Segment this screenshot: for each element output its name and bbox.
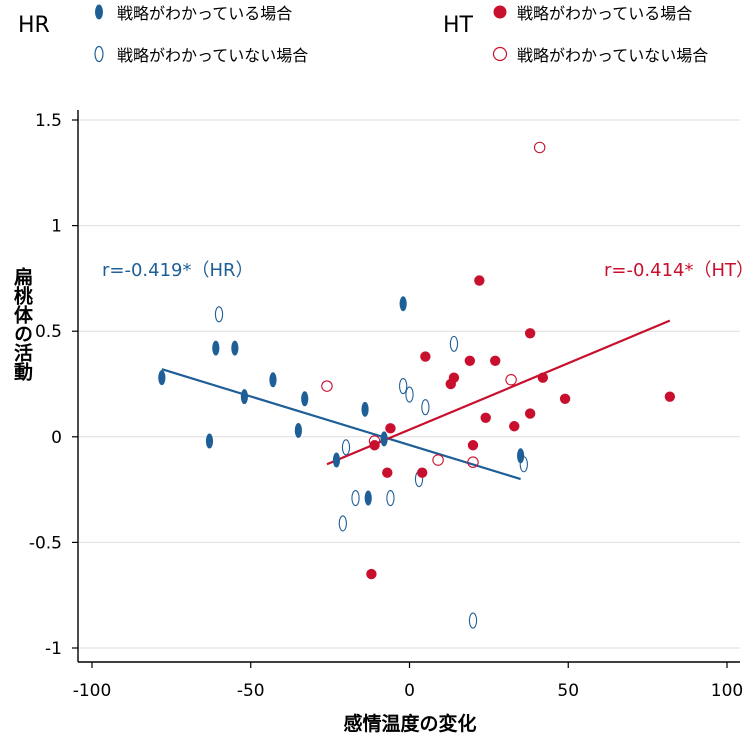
ht-correlation-label: r=-0.414*（HT）: [604, 260, 750, 281]
point-hr-filled-ellipse: [294, 422, 302, 438]
point-hr-filled-ellipse: [399, 296, 407, 312]
point-ht-open-circle: [321, 380, 333, 392]
y-ticks: -1 -0.5 0 0.5 1 1.5: [29, 111, 78, 659]
point-ht-filled-circle: [480, 412, 491, 423]
point-ht-open-circle: [368, 435, 381, 447]
legend-ht-open-marker: [492, 46, 508, 62]
y-tick-label: -1: [45, 639, 62, 659]
point-ht-open-circle: [505, 374, 517, 386]
legend-hr-open-marker: [94, 45, 104, 63]
fit-lines: [161, 319, 671, 481]
point-ht-filled-circle: [559, 393, 571, 404]
point-ht-open-circle: [467, 456, 479, 468]
point-hr-filled-ellipse: [332, 452, 341, 468]
point-hr-open-ellipse: [351, 489, 360, 507]
point-hr-open-ellipse: [468, 612, 478, 629]
point-ht-filled-circle: [366, 568, 377, 580]
point-hr-open-ellipse: [449, 335, 459, 352]
point-hr-filled-ellipse: [301, 391, 309, 407]
point-hr-filled-ellipse: [517, 448, 525, 464]
legend-ht-filled-label: 戦略がわかっている場合: [517, 4, 692, 23]
x-tick-label: -100: [73, 681, 112, 701]
point-ht-open-circle: [432, 454, 444, 466]
legend-ht-open-label: 戦略がわかっていない場合: [517, 46, 708, 65]
y-tick-label: 0.5: [35, 322, 62, 342]
point-ht-filled-circle: [509, 421, 520, 432]
data-points: [158, 141, 676, 629]
point-ht-filled-circle: [467, 440, 479, 451]
legend-hr-open-label: 戦略がわかっていない場合: [117, 46, 308, 65]
point-ht-filled-circle: [464, 355, 476, 366]
point-hr-open-ellipse: [386, 489, 395, 507]
x-tick-label: 50: [557, 681, 579, 701]
grid-lines: [78, 119, 740, 649]
point-ht-open-circle: [533, 141, 546, 154]
axes: [77, 110, 740, 663]
point-hr-filled-ellipse: [240, 389, 248, 405]
point-ht-filled-circle: [537, 372, 549, 383]
y-tick-label: 1: [51, 217, 62, 237]
hr-correlation-label: r=-0.419*（HR）: [102, 260, 254, 281]
point-hr-filled-ellipse: [205, 433, 214, 449]
x-tick-label: -50: [237, 681, 265, 701]
point-hr-open-ellipse: [421, 399, 430, 416]
point-ht-filled-circle: [664, 391, 676, 402]
y-axis-title: 扁桃体の活動: [11, 266, 33, 382]
point-hr-filled-ellipse: [364, 490, 372, 506]
legend-ht-filled-marker: [493, 5, 507, 19]
point-hr-filled-ellipse: [380, 431, 388, 447]
point-ht-filled-circle: [420, 351, 431, 362]
point-hr-open-ellipse: [338, 515, 347, 532]
point-hr-open-ellipse: [519, 456, 528, 473]
legend-hr-title: HR: [18, 13, 50, 38]
point-ht-filled-circle: [385, 423, 396, 434]
point-ht-filled-circle: [524, 328, 536, 339]
point-hr-filled-ellipse: [212, 340, 220, 356]
x-tick-label: 100: [711, 681, 743, 701]
x-ticks: -100 -50 0 50 100: [73, 662, 743, 701]
y-tick-label: 0: [51, 428, 62, 448]
y-tick-label: 1.5: [35, 111, 62, 131]
point-ht-filled-circle: [524, 408, 536, 419]
legend-hr-filled-label: 戦略がわかっている場合: [117, 4, 292, 23]
y-tick-label: -0.5: [29, 533, 62, 553]
point-hr-filled-ellipse: [269, 372, 277, 388]
point-hr-open-ellipse: [398, 378, 408, 395]
point-hr-filled-ellipse: [361, 401, 369, 417]
point-ht-filled-circle: [417, 467, 428, 478]
point-hr-filled-ellipse: [158, 370, 166, 386]
point-ht-filled-circle: [490, 355, 501, 366]
point-ht-filled-circle: [369, 440, 380, 451]
point-hr-filled-ellipse: [231, 340, 239, 356]
legend-ht-title: HT: [443, 13, 474, 38]
legend-hr-filled-marker: [95, 4, 103, 20]
point-hr-open-ellipse: [214, 306, 224, 323]
point-hr-open-ellipse: [405, 386, 414, 403]
point-ht-filled-circle: [382, 467, 393, 478]
legend: HR 戦略がわかっている場合 戦略がわかっていない場合 HT 戦略がわかっている…: [18, 4, 708, 65]
point-ht-filled-circle: [474, 275, 485, 286]
point-ht-filled-circle: [448, 372, 460, 383]
x-axis-title: 感情温度の変化: [343, 712, 476, 735]
fit-line-hr: [161, 368, 521, 481]
x-tick-label: 0: [404, 681, 415, 701]
point-hr-open-ellipse: [341, 439, 351, 456]
